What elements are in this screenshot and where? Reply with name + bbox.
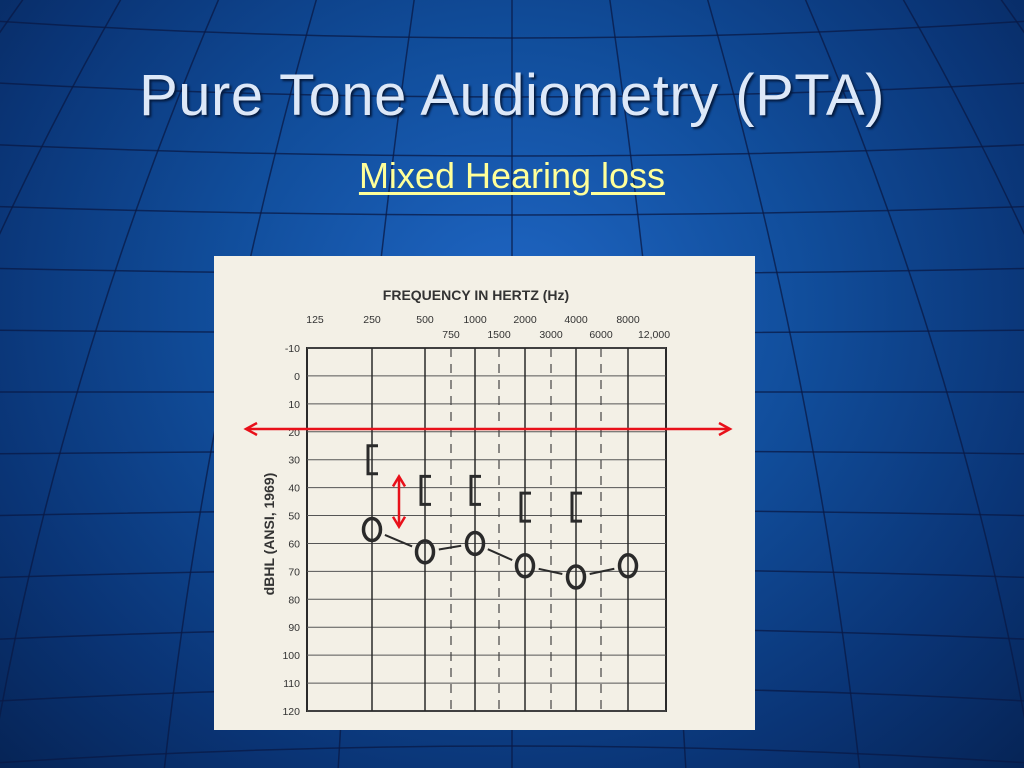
bone-conduction-mark [469,474,481,506]
arrowhead-left [243,421,258,437]
bg-parallel-line [0,205,1024,216]
y-tick-label: 90 [288,622,300,634]
air-conduction-mark [414,539,436,565]
connector-line [487,548,513,562]
y-tick-label: 10 [288,399,300,411]
y-tick-label: 40 [288,483,300,495]
bg-meridian-line [804,0,1024,720]
air-conduction-mark [617,553,639,579]
x-tick-label: 4000 [564,314,588,326]
arrowhead-right [718,421,733,437]
chart-grid [306,347,667,712]
x-tick-label: 8000 [616,314,640,326]
x-tick-label: 500 [416,314,434,326]
bg-parallel-line [0,20,1024,39]
arrowhead-down [391,516,407,530]
y-tick-label: 30 [288,455,300,467]
bg-meridian-line [0,0,122,236]
bg-meridian-line [706,0,861,768]
x-tick-label: 1000 [463,314,487,326]
bg-meridian-line [902,0,1024,236]
y-tick-label: 120 [282,706,300,718]
x-tick-label: 6000 [589,329,613,341]
y-tick-label: 110 [283,678,300,690]
air-conduction-mark [361,516,383,543]
air-conduction-mark [514,553,536,579]
chart-frame [306,347,667,712]
bg-meridian-line [0,0,220,720]
y-tick-label: 70 [288,566,300,578]
y-tick-label: 80 [288,594,300,606]
arrowhead-up [391,474,407,488]
x-tick-label: 2000 [513,314,537,326]
y-tick-label: 20 [288,427,300,439]
audiogram-chart: FREQUENCY IN HERTZ (Hz) dBHL (ANSI, 1969… [243,287,733,718]
x-tick-label: 250 [363,314,381,326]
chart-marks [361,444,639,590]
chart-annotations [243,421,733,530]
bg-parallel-line [0,144,1024,157]
connector-line [538,567,563,575]
chart-connectors [384,534,615,576]
y-axis-label: dBHL (ANSI, 1969) [261,473,277,596]
x-tick-label: 1500 [487,329,511,341]
slide-subtitle: Mixed Hearing loss [358,155,666,196]
connector-line [589,567,615,576]
bg-parallel-line [0,745,1024,764]
connector-line [438,544,462,551]
bg-parallel-line [0,82,1024,98]
x-tick-label: 750 [442,329,460,341]
air-conduction-mark [565,564,587,590]
slide-subtitle-row: Mixed Hearing loss [0,155,1024,197]
bone-conduction-mark [570,491,582,523]
x-tick-label: 3000 [539,329,563,341]
y-tick-label: 60 [288,538,300,550]
y-tick-label: 0 [294,371,300,383]
connector-line [384,534,413,548]
chart-title: FREQUENCY IN HERTZ (Hz) [383,287,569,303]
bone-conduction-mark [419,474,431,506]
audiogram-panel: FREQUENCY IN HERTZ (Hz) dBHL (ANSI, 1969… [214,256,755,730]
y-tick-label: 100 [282,650,300,662]
y-tick-label: -10 [285,343,300,355]
air-conduction-mark [464,530,486,557]
y-tick-label: 50 [288,511,300,523]
bone-conduction-mark [519,491,531,523]
bone-conduction-mark [366,444,378,476]
x-tick-label: 12,000 [638,329,670,341]
x-tick-label: 125 [306,314,324,326]
slide-title: Pure Tone Audiometry (PTA) [139,63,885,128]
